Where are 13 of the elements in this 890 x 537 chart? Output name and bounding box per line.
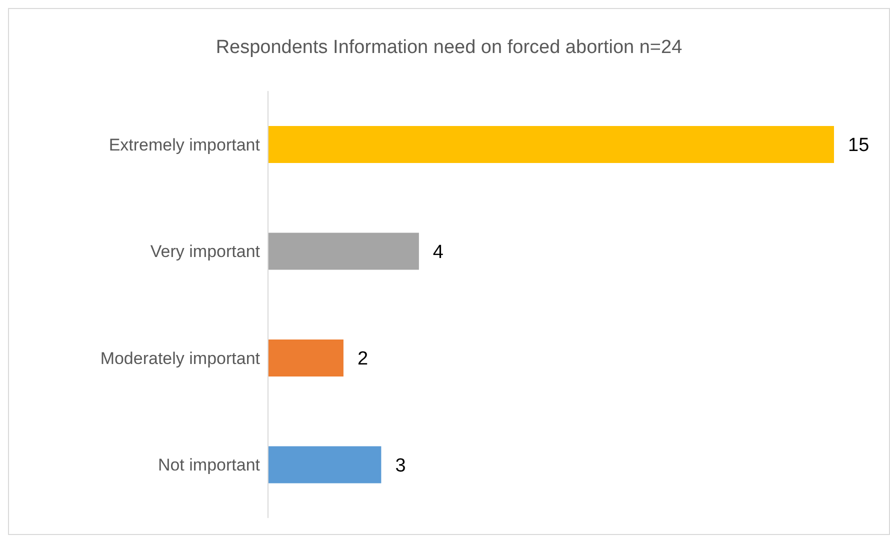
bar [268, 446, 382, 484]
data-label: 4 [432, 242, 444, 263]
bar [268, 340, 344, 376]
y-tick-label: Moderately important [100, 348, 260, 368]
data-label: 3 [395, 455, 406, 476]
bar [268, 126, 834, 163]
y-tick-label: Not important [158, 456, 260, 475]
data-label: 15 [848, 135, 870, 156]
data-label: 2 [357, 348, 368, 370]
y-tick-label: Very important [150, 242, 260, 262]
chart-title: Respondents Information need on forced abortion n=24 [214, 37, 684, 59]
bar [268, 232, 419, 270]
y-tick-label: Extremely important [108, 135, 260, 154]
